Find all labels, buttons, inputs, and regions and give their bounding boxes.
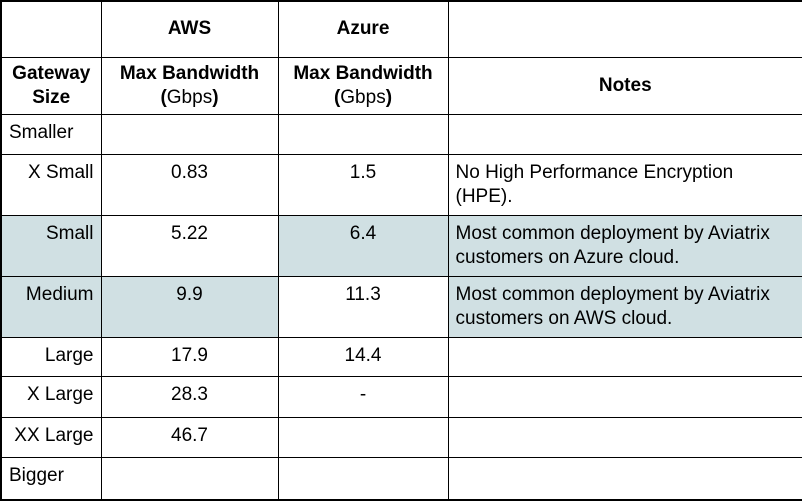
azure-bandwidth-unit: (Gbps)	[333, 86, 393, 108]
cell-size-large: Large	[0, 336, 102, 377]
cell-notes-medium: Most common deployment by Aviatrix custo…	[447, 275, 802, 338]
header-azure-max-bandwidth: Max Bandwidth (Gbps)	[277, 56, 449, 115]
header-azure: Azure	[277, 0, 449, 58]
header-empty-top-left	[0, 0, 102, 58]
cell-size-x-large: X Large	[0, 375, 102, 418]
cell-azure-smaller	[277, 113, 449, 155]
cell-azure-medium: 11.3	[277, 275, 449, 338]
cell-size-smaller: Smaller	[0, 113, 102, 155]
cell-notes-large	[447, 336, 802, 377]
cell-aws-medium: 9.9	[100, 275, 279, 338]
table-row-x-large: X Large 28.3 -	[0, 375, 802, 418]
cell-size-bigger: Bigger	[0, 456, 102, 501]
cell-azure-large: 14.4	[277, 336, 449, 377]
cell-notes-x-small: No High Performance Encryption (HPE).	[447, 153, 802, 216]
cell-aws-xx-large: 46.7	[100, 416, 279, 458]
header-empty-top-right	[447, 0, 802, 58]
cell-aws-smaller	[100, 113, 279, 155]
header-notes: Notes	[447, 56, 802, 115]
cell-size-xx-large: XX Large	[0, 416, 102, 458]
header-gateway-size: Gateway Size	[0, 56, 102, 115]
cell-size-x-small: X Small	[0, 153, 102, 216]
cell-azure-small: 6.4	[277, 214, 449, 277]
cell-azure-x-large: -	[277, 375, 449, 418]
table-row-xx-large: XX Large 46.7	[0, 416, 802, 458]
azure-bandwidth-label: Max Bandwidth	[293, 62, 433, 84]
header-aws-max-bandwidth: Max Bandwidth (Gbps)	[100, 56, 279, 115]
cell-notes-small: Most common deployment by Aviatrix custo…	[447, 214, 802, 277]
table-row-large: Large 17.9 14.4	[0, 336, 802, 377]
cell-azure-bigger	[277, 456, 449, 501]
cell-azure-xx-large	[277, 416, 449, 458]
cell-aws-x-small: 0.83	[100, 153, 279, 216]
cell-notes-xx-large	[447, 416, 802, 458]
cell-aws-bigger	[100, 456, 279, 501]
cell-aws-x-large: 28.3	[100, 375, 279, 418]
cell-size-small: Small	[0, 214, 102, 277]
cell-notes-bigger	[447, 456, 802, 501]
aws-bandwidth-unit: (Gbps)	[160, 86, 219, 108]
header-row-clouds: AWS Azure	[0, 0, 802, 58]
table-row-smaller: Smaller	[0, 113, 802, 155]
cell-notes-x-large	[447, 375, 802, 418]
header-row-columns: Gateway Size Max Bandwidth (Gbps) Max Ba…	[0, 56, 802, 115]
aws-bandwidth-label: Max Bandwidth	[119, 62, 260, 84]
cell-notes-smaller	[447, 113, 802, 155]
cell-aws-large: 17.9	[100, 336, 279, 377]
table-row-medium: Medium 9.9 11.3 Most common deployment b…	[0, 275, 802, 338]
cell-azure-x-small: 1.5	[277, 153, 449, 216]
cell-size-medium: Medium	[0, 275, 102, 338]
table-row-small: Small 5.22 6.4 Most common deployment by…	[0, 214, 802, 277]
cell-aws-small: 5.22	[100, 214, 279, 277]
table-row-bigger: Bigger	[0, 456, 802, 501]
table-row-x-small: X Small 0.83 1.5 No High Performance Enc…	[0, 153, 802, 216]
header-aws: AWS	[100, 0, 279, 58]
